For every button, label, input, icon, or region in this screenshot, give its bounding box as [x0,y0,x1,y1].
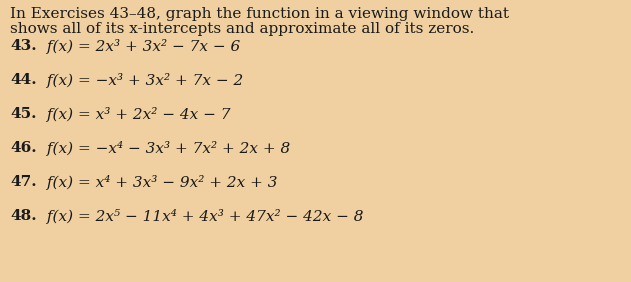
Text: 45.: 45. [10,107,37,121]
Text: f(x) = −x⁴ − 3x³ + 7x² + 2x + 8: f(x) = −x⁴ − 3x³ + 7x² + 2x + 8 [42,141,290,156]
Text: 44.: 44. [10,73,37,87]
Text: 48.: 48. [10,209,37,223]
Text: 46.: 46. [10,141,37,155]
Text: f(x) = −x³ + 3x² + 7x − 2: f(x) = −x³ + 3x² + 7x − 2 [42,73,243,88]
Text: shows all of its x-intercepts and approximate all of its zeros.: shows all of its x-intercepts and approx… [10,22,475,36]
Text: f(x) = 2x⁵ − 11x⁴ + 4x³ + 47x² − 42x − 8: f(x) = 2x⁵ − 11x⁴ + 4x³ + 47x² − 42x − 8 [42,209,363,224]
Text: 47.: 47. [10,175,37,189]
Text: 43.: 43. [10,39,37,53]
Text: f(x) = 2x³ + 3x² − 7x − 6: f(x) = 2x³ + 3x² − 7x − 6 [42,39,240,54]
Text: In Exercises 43–48, graph the function in a viewing window that: In Exercises 43–48, graph the function i… [10,7,509,21]
Text: f(x) = x⁴ + 3x³ − 9x² + 2x + 3: f(x) = x⁴ + 3x³ − 9x² + 2x + 3 [42,175,278,190]
Text: f(x) = x³ + 2x² − 4x − 7: f(x) = x³ + 2x² − 4x − 7 [42,107,230,122]
